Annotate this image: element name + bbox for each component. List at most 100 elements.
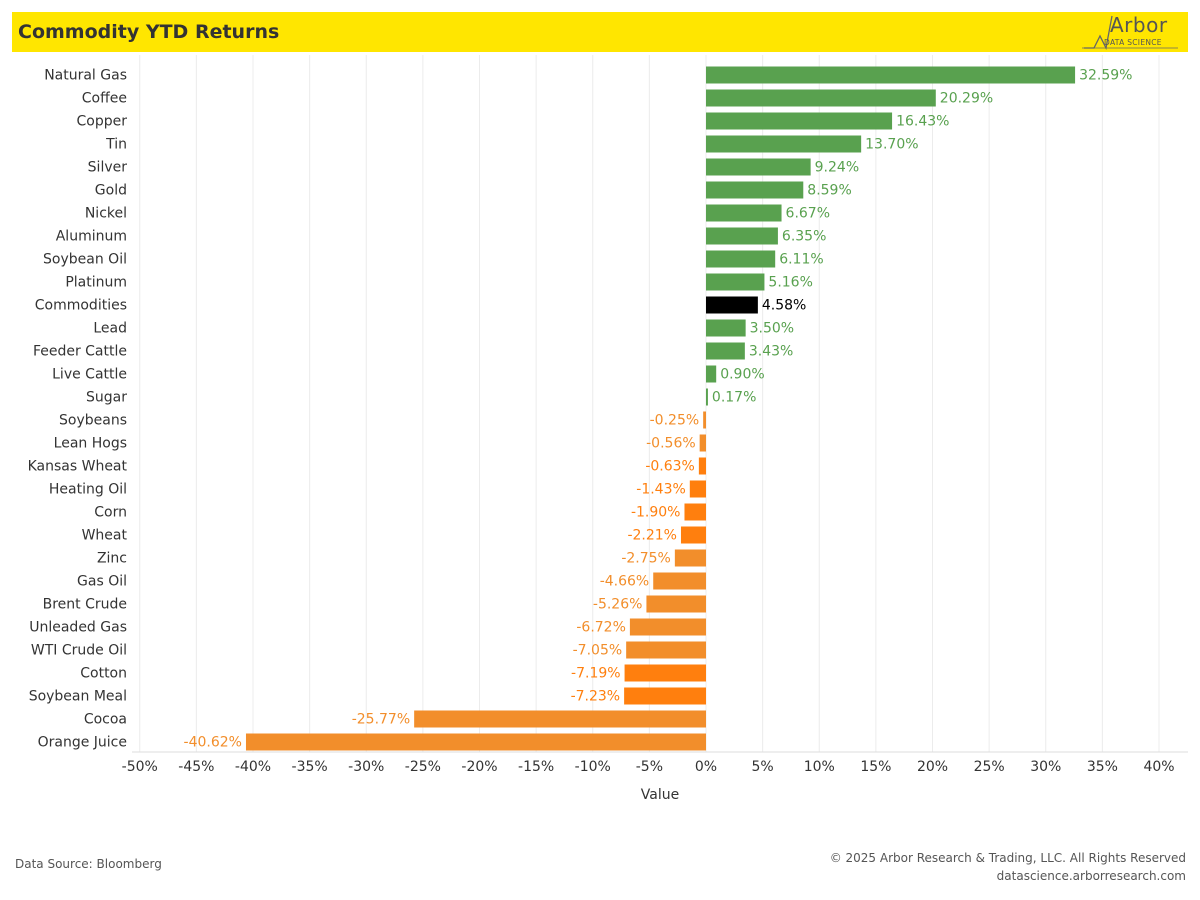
data-source: Data Source: Bloomberg [15,857,162,871]
data-label: -40.62% [184,735,242,751]
data-label: -7.05% [573,643,623,659]
category-label: Aluminum [56,229,127,245]
bar-platinum[interactable] [706,273,765,291]
data-label: 0.17% [712,390,756,406]
bar-gas-oil[interactable] [653,572,706,590]
data-label: 32.59% [1079,68,1132,84]
bar-unleaded-gas[interactable] [629,618,706,636]
x-tick-label: 15% [860,759,891,775]
data-label: -7.23% [571,689,621,705]
category-label: Silver [88,160,128,176]
category-label: Gas Oil [77,574,127,590]
x-tick-label: 30% [1030,759,1061,775]
bar-kansas-wheat[interactable] [698,457,706,475]
chart-title: Commodity YTD Returns [18,21,280,43]
bar-copper[interactable] [706,112,893,130]
category-label: Feeder Cattle [33,344,127,360]
x-tick-label: 0% [695,759,717,775]
category-label: Unleaded Gas [29,620,127,636]
data-label: 6.35% [782,229,826,245]
bar-commodities[interactable] [706,296,758,314]
x-tick-label: -40% [235,759,271,775]
data-label: 9.24% [815,160,859,176]
data-label: -0.56% [646,436,696,452]
category-label: Platinum [65,275,127,291]
arbor-logo: Arbor DATA SCIENCE [1082,13,1178,50]
category-label: Tin [105,137,127,153]
bar-gold[interactable] [706,181,804,199]
category-label: Gold [95,183,127,199]
data-label: 0.90% [720,367,764,383]
category-label: Lead [93,321,127,337]
bar-coffee[interactable] [706,89,936,107]
x-tick-label: -30% [348,759,384,775]
data-label: -7.19% [571,666,621,682]
x-tick-label: -10% [575,759,611,775]
category-label: Natural Gas [44,68,127,84]
category-label: Commodities [35,298,127,314]
bar-feeder-cattle[interactable] [706,342,745,360]
data-label: -2.21% [627,528,677,544]
title-bar: Commodity YTD Returns Arbor DATA SCIENCE [12,12,1188,52]
bar-lead[interactable] [706,319,746,337]
category-label: Soybeans [59,413,127,429]
data-label: -25.77% [352,712,410,728]
bar-soybeans[interactable] [703,411,706,429]
bar-cotton[interactable] [624,664,706,682]
bar-heating-oil[interactable] [689,480,706,498]
category-label: Soybean Meal [29,689,127,705]
data-label: -6.72% [576,620,626,636]
bar-wheat[interactable] [680,526,706,544]
category-label: Copper [77,114,128,130]
category-label: Live Cattle [52,367,127,383]
data-label: -1.90% [631,505,681,521]
logo-subtitle: DATA SCIENCE [1104,38,1162,47]
x-tick-label: -15% [518,759,554,775]
bar-cocoa[interactable] [414,710,706,728]
x-tick-label: 20% [917,759,948,775]
category-label: Kansas Wheat [28,459,128,475]
category-label: Heating Oil [49,482,127,498]
bar-corn[interactable] [684,503,706,521]
bar-wti-crude-oil[interactable] [626,641,706,659]
bar-lean-hogs[interactable] [699,434,706,452]
logo-mark-icon [1082,15,1178,50]
category-label: Sugar [86,390,127,406]
bar-orange-juice[interactable] [245,733,706,751]
footer-credits: © 2025 Arbor Research & Trading, LLC. Al… [830,849,1186,885]
bar-silver[interactable] [706,158,811,176]
category-label: Orange Juice [38,735,127,751]
bar-chart: -50% -45% -40% -35% -30% -25% -20% -15% -10% -5% 0… [28,55,1188,803]
bar-soybean-meal[interactable] [624,687,706,705]
bar-live-cattle[interactable] [706,365,717,383]
bar-zinc[interactable] [674,549,706,567]
bar-aluminum[interactable] [706,227,778,245]
data-label: 6.67% [786,206,830,222]
category-label: Brent Crude [43,597,127,613]
category-label: WTI Crude Oil [31,643,127,659]
x-tick-label: 35% [1087,759,1118,775]
bar-soybean-oil[interactable] [706,250,776,268]
data-label: 5.16% [768,275,812,291]
data-label: -4.66% [600,574,650,590]
bar-brent-crude[interactable] [646,595,706,613]
bar-nickel[interactable] [706,204,782,222]
category-label: Corn [94,505,127,521]
data-label: 3.43% [749,344,793,360]
x-tick-label: -20% [461,759,497,775]
data-label: 8.59% [807,183,851,199]
x-tick-label: -25% [405,759,441,775]
category-label: Coffee [82,91,127,107]
category-label: Zinc [97,551,127,567]
category-label: Cotton [80,666,127,682]
x-tick-label: -5% [636,759,663,775]
data-label: 6.11% [779,252,823,268]
data-label: -5.26% [593,597,643,613]
data-label: -1.43% [636,482,686,498]
x-tick-label: 10% [804,759,835,775]
bar-sugar[interactable] [706,388,708,406]
bar-natural-gas[interactable] [706,66,1076,84]
category-label: Wheat [82,528,128,544]
bar-tin[interactable] [706,135,862,153]
data-label: 13.70% [865,137,918,153]
